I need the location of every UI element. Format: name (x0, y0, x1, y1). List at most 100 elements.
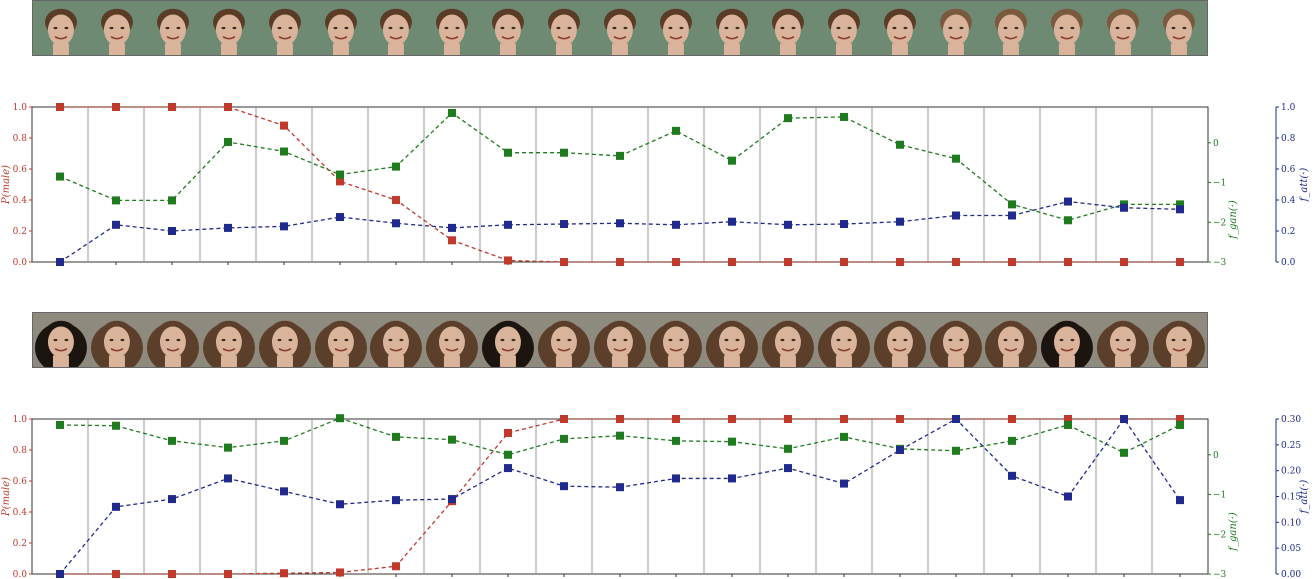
face-thumbnail (256, 1, 313, 55)
data-point-gan (728, 437, 736, 446)
data-point-att (560, 220, 568, 229)
y-tick-label: 0.2 (13, 539, 27, 549)
face-thumbnail (200, 1, 257, 55)
data-point-male (1176, 258, 1184, 266)
data-point-att (112, 220, 120, 229)
data-point-male (1008, 258, 1016, 266)
y3-tick-label: 0.15 (1281, 493, 1301, 503)
y3-axis-label: f_att(·) (1299, 480, 1310, 515)
data-point-gan (56, 420, 64, 429)
series-line-male (60, 106, 1180, 263)
face-thumbnail (536, 313, 593, 367)
data-point-male (336, 568, 344, 577)
data-point-att (728, 217, 736, 226)
y3-tick-label: 0.25 (1281, 441, 1301, 451)
data-point-att (168, 227, 176, 235)
data-point-gan (224, 137, 232, 146)
face-thumbnail (1095, 313, 1152, 367)
y-tick-label: 0.2 (13, 227, 27, 237)
face-thumbnail (1039, 313, 1096, 367)
data-point-att (280, 487, 288, 496)
y-tick-label: 0.8 (13, 134, 28, 144)
y2-tick-label: 0 (1213, 139, 1219, 149)
data-point-gan (896, 140, 904, 149)
y3-tick-label: 0.05 (1281, 544, 1301, 554)
face-thumbnail (983, 1, 1040, 55)
y-tick-label: 0.0 (13, 570, 28, 579)
face-thumbnail (480, 313, 537, 367)
face-thumbnail (1039, 1, 1096, 55)
data-point-att (56, 258, 64, 266)
y2-tick-label: −3 (1213, 258, 1227, 268)
data-point-att (168, 495, 176, 504)
y3-tick-label: 1.0 (1281, 103, 1296, 113)
data-point-gan (504, 148, 512, 157)
data-point-male (1064, 258, 1072, 266)
data-point-att (896, 446, 904, 454)
data-point-gan (672, 436, 680, 445)
data-point-gan (952, 154, 960, 163)
face-thumbnail (703, 313, 760, 367)
face-strip-top (32, 0, 1208, 56)
data-point-att (56, 570, 64, 578)
data-point-att (392, 219, 400, 228)
face-thumbnail (424, 1, 481, 55)
data-point-att (672, 474, 680, 483)
data-point-male (280, 121, 288, 130)
y3-tick-label: 0.0 (1281, 258, 1296, 268)
y2-tick-label: −1 (1213, 179, 1226, 189)
face-thumbnail (983, 313, 1040, 367)
data-point-att (448, 223, 456, 232)
data-point-gan (616, 151, 624, 160)
face-thumbnail (759, 313, 816, 367)
data-point-male (840, 415, 848, 423)
face-thumbnail (871, 313, 928, 367)
data-point-male (224, 103, 232, 111)
data-point-male (784, 258, 792, 266)
data-point-male (896, 258, 904, 266)
data-point-male (616, 415, 624, 423)
data-point-gan (560, 148, 568, 157)
data-point-male (560, 258, 568, 266)
data-point-male (672, 258, 680, 266)
data-point-att (336, 213, 344, 222)
y-tick-label: 0.0 (13, 258, 28, 268)
data-point-male (1008, 415, 1016, 423)
chart-top: 0.0 0.2 0.4 0.6 0.8 1.0 P(male) 0 −1 −2 −3 f_gan(·)… (1, 103, 1310, 268)
data-point-att (1064, 492, 1072, 501)
data-point-att (728, 474, 736, 483)
face-thumbnail (759, 1, 816, 55)
face-thumbnail (312, 313, 369, 367)
data-point-male (784, 415, 792, 423)
data-point-gan (840, 432, 848, 441)
data-point-att (392, 496, 400, 505)
data-point-att (448, 495, 456, 504)
data-point-gan (616, 431, 624, 440)
data-point-gan (560, 434, 568, 443)
data-point-att (224, 223, 232, 232)
data-point-att (504, 220, 512, 229)
y3-tick-label: 0.00 (1281, 570, 1301, 579)
data-point-male (952, 258, 960, 266)
data-point-gan (504, 450, 512, 459)
data-point-att (1120, 203, 1128, 212)
data-point-att (672, 220, 680, 229)
data-point-male (728, 258, 736, 266)
y3-axis-label: f_att(·) (1299, 168, 1310, 203)
face-thumbnail (33, 313, 89, 367)
y2-tick-label: −3 (1213, 570, 1227, 579)
data-point-att (560, 482, 568, 491)
data-point-att (1176, 496, 1184, 505)
data-point-male (448, 236, 456, 245)
data-point-male (168, 570, 176, 578)
data-point-male (504, 428, 512, 437)
face-thumbnail (144, 313, 201, 367)
data-point-gan (392, 432, 400, 441)
y-axis-label: P(male) (1, 165, 12, 205)
data-point-male (1120, 258, 1128, 266)
data-point-att (952, 415, 960, 423)
data-point-att (504, 464, 512, 473)
data-point-gan (168, 196, 176, 205)
data-point-gan (56, 172, 64, 181)
face-thumbnail (88, 313, 145, 367)
